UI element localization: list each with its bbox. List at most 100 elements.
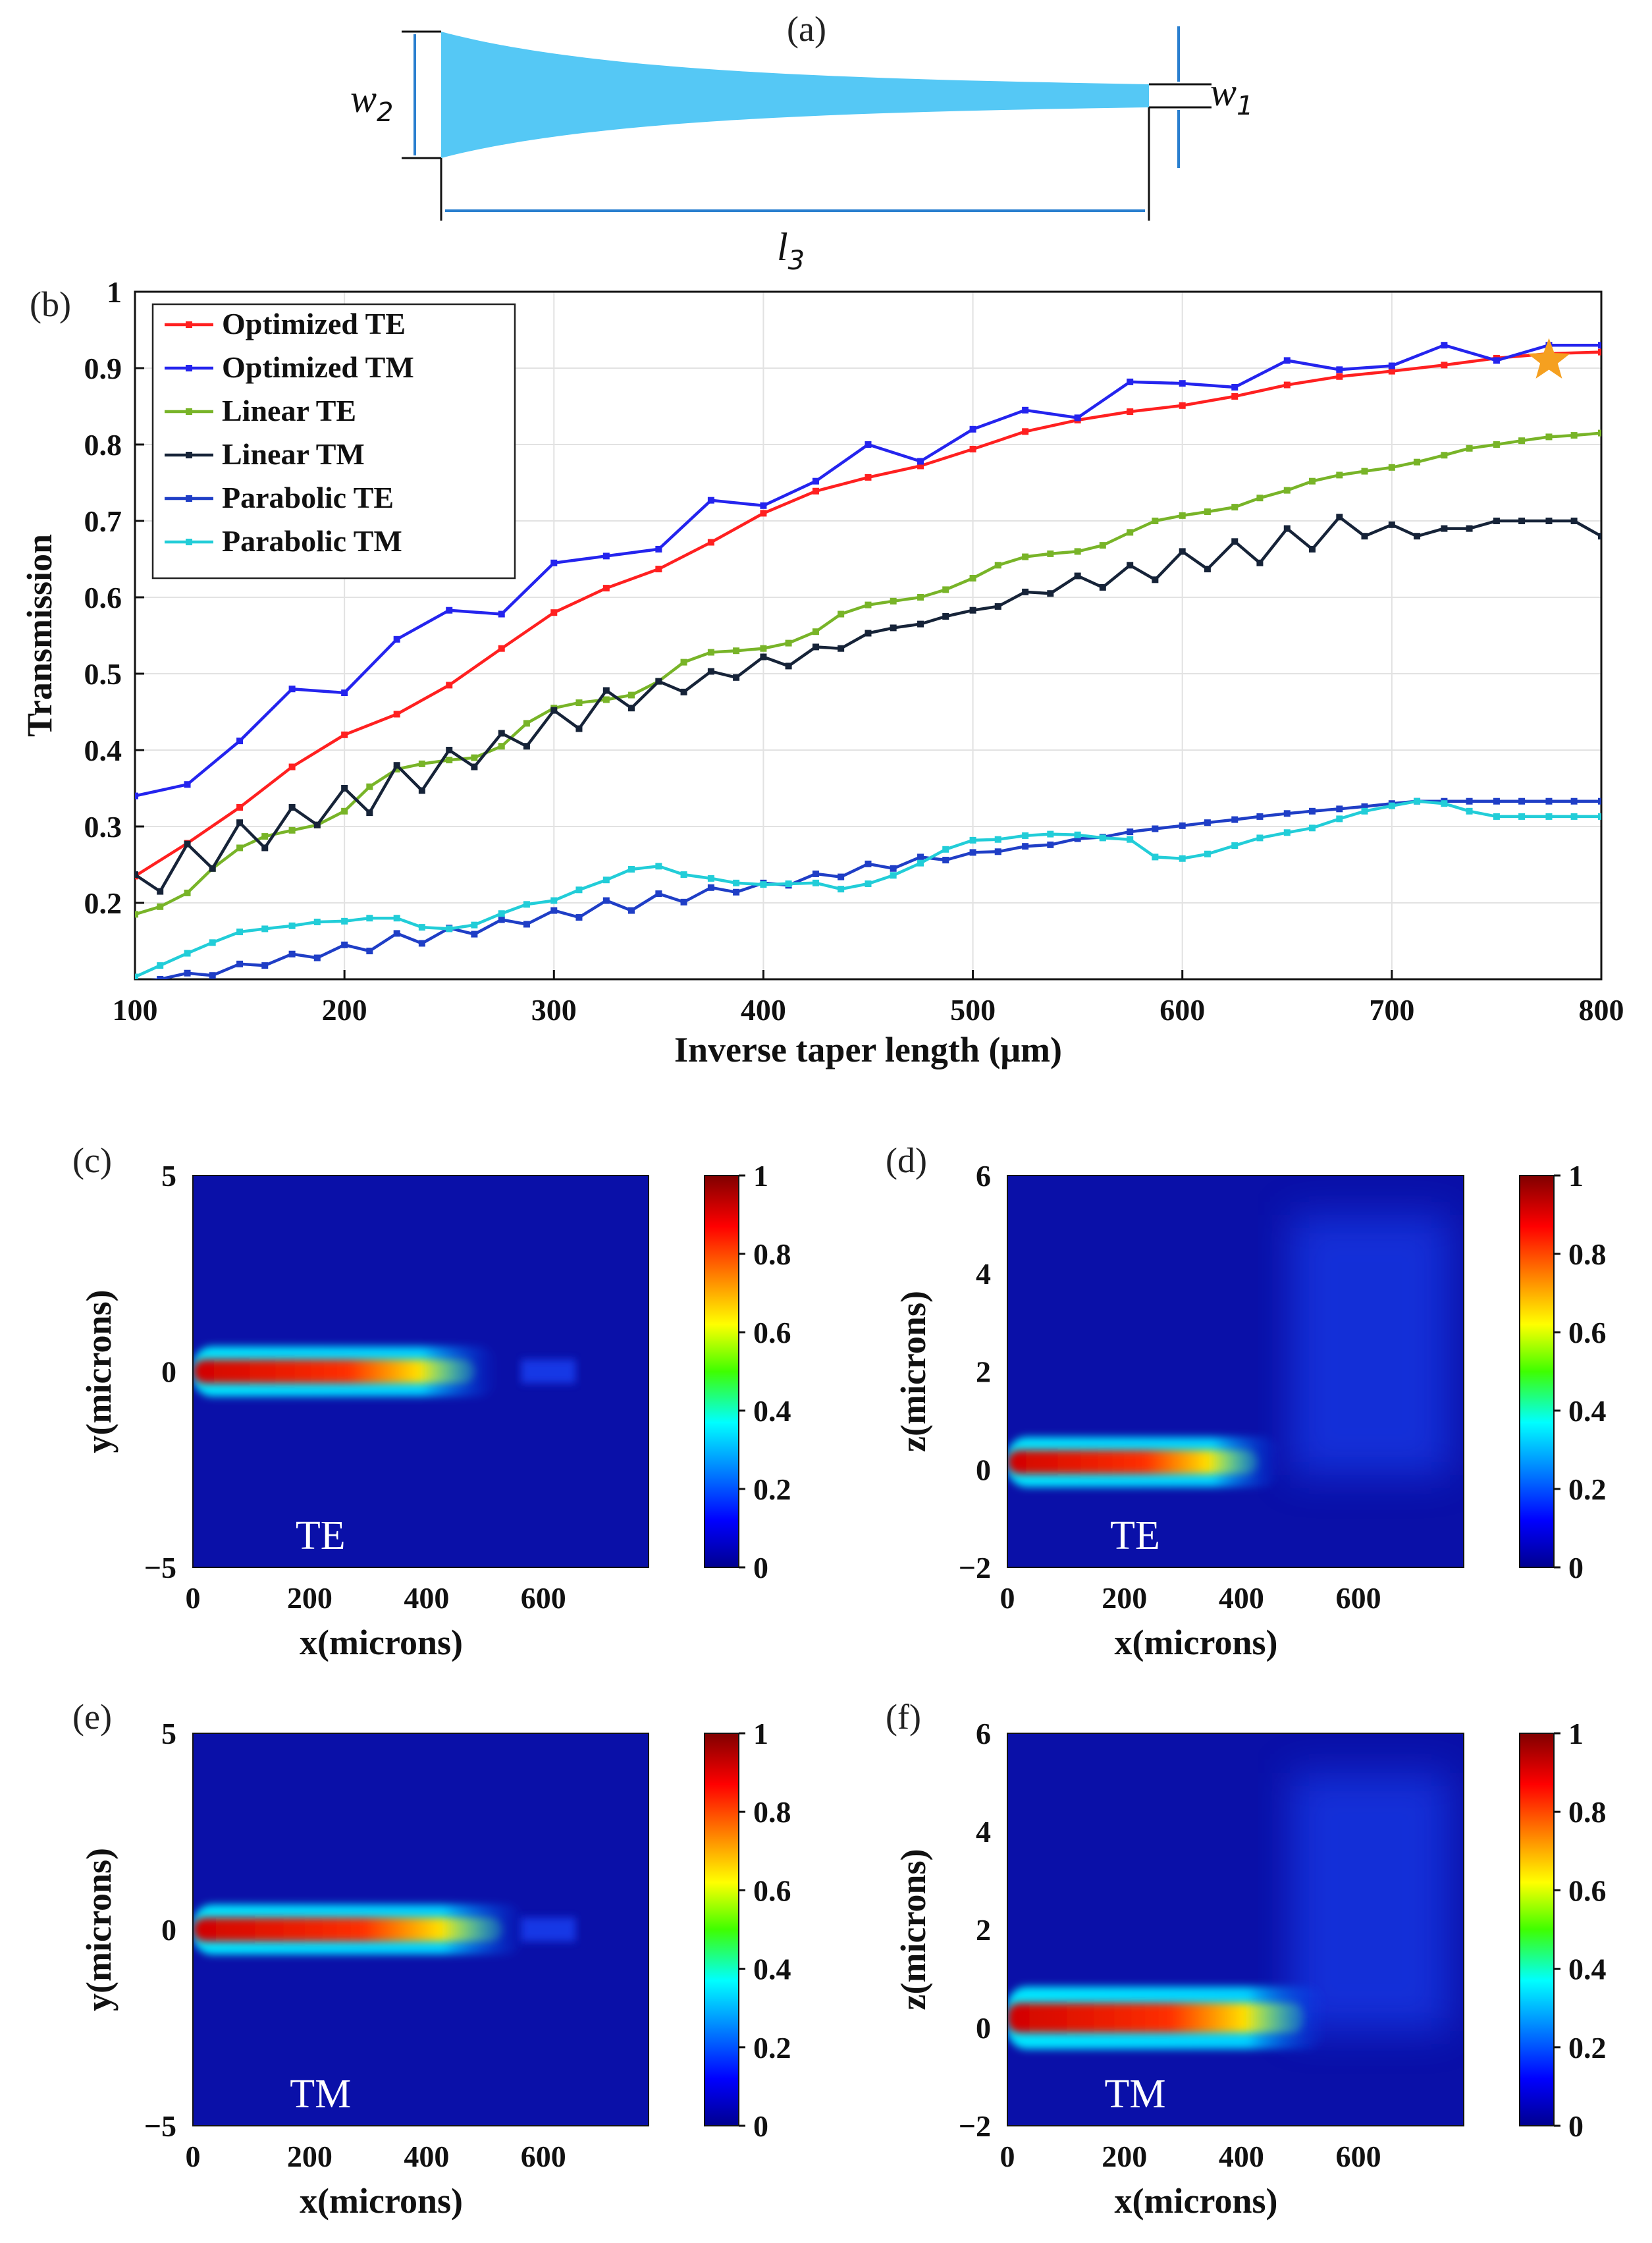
data-point xyxy=(135,792,138,799)
y-tick-label: 4 xyxy=(976,1257,991,1291)
heatmap-frame xyxy=(1007,1733,1464,2126)
data-point xyxy=(1414,458,1421,466)
data-point xyxy=(627,865,635,873)
field-map: TM xyxy=(193,1733,649,2126)
data-point xyxy=(393,762,400,769)
beam-core xyxy=(193,1359,476,1384)
data-point xyxy=(602,897,610,904)
data-point xyxy=(1047,590,1054,597)
data-point xyxy=(446,607,453,614)
data-point xyxy=(1179,380,1186,387)
data-point xyxy=(393,711,400,718)
legend-swatch-marker xyxy=(186,365,192,371)
data-point xyxy=(1545,797,1553,805)
data-point xyxy=(471,921,478,929)
data-point xyxy=(602,687,610,694)
colorbar-tick-label: 0.6 xyxy=(753,1874,791,1907)
data-point xyxy=(785,639,792,647)
data-point xyxy=(341,917,348,925)
data-point xyxy=(1361,533,1368,540)
data-point xyxy=(1441,800,1448,807)
data-point xyxy=(1179,512,1186,519)
data-point xyxy=(261,925,269,932)
data-point xyxy=(341,807,348,815)
data-point xyxy=(890,597,897,605)
data-point xyxy=(1388,521,1395,528)
data-point xyxy=(575,886,583,894)
x-tick-label: 800 xyxy=(1579,993,1624,1027)
colorbar-tick-label: 0.2 xyxy=(753,1473,791,1506)
w2-dimension: w2 xyxy=(350,30,441,159)
data-point xyxy=(942,846,949,853)
x-axis-title: Inverse taper length (μm) xyxy=(674,1030,1062,1069)
data-point xyxy=(575,699,583,707)
field-map: TE xyxy=(193,1176,649,1567)
legend-label: Optimized TE xyxy=(222,307,406,340)
data-point xyxy=(1047,841,1054,848)
data-point xyxy=(1074,572,1081,580)
legend-swatch-marker xyxy=(186,321,192,328)
data-point xyxy=(760,645,767,652)
data-point xyxy=(969,425,976,433)
legend-swatch-marker xyxy=(186,539,192,545)
data-point xyxy=(523,743,530,750)
data-point xyxy=(1022,406,1029,414)
data-point xyxy=(1493,518,1500,524)
data-point xyxy=(1361,468,1368,475)
legend-entry: Linear TM xyxy=(165,437,365,471)
colorbar-tick-label: 1 xyxy=(753,1159,768,1193)
y-tick-label: 0 xyxy=(976,1453,991,1486)
data-point xyxy=(1545,518,1553,524)
y-axis-title: Transmission xyxy=(20,534,59,737)
data-point xyxy=(446,757,453,764)
x-tick-label: 600 xyxy=(1336,2140,1381,2173)
data-point xyxy=(498,910,505,917)
legend-label: Optimized TM xyxy=(222,350,414,384)
data-point xyxy=(1570,797,1578,805)
data-point xyxy=(1441,342,1448,349)
data-point xyxy=(418,924,425,931)
beam-core xyxy=(193,1918,503,1941)
y-tick-label: 2 xyxy=(976,1913,991,1947)
data-point xyxy=(1256,834,1264,842)
data-point xyxy=(838,645,845,652)
data-point xyxy=(994,562,1001,569)
data-point xyxy=(135,871,138,878)
data-point xyxy=(1204,508,1211,516)
data-point xyxy=(1545,433,1553,441)
y-tick-label: −2 xyxy=(959,1551,991,1584)
data-point xyxy=(1283,829,1291,836)
data-point xyxy=(393,915,400,922)
y-tick-label: 0.5 xyxy=(84,657,122,691)
data-point xyxy=(1099,834,1106,842)
x-tick-label: 400 xyxy=(404,2140,449,2173)
x-tick-label: 200 xyxy=(1102,2140,1147,2173)
x-tick-label: 600 xyxy=(521,2140,566,2173)
mode-label: TM xyxy=(290,2072,351,2117)
data-point xyxy=(917,462,924,470)
colorbar-tick-label: 0.2 xyxy=(753,2031,791,2065)
data-point xyxy=(288,950,296,958)
field-heatmaps: (c)TE0 200 400 60050−5x(microns)y(microns)1… xyxy=(72,1141,1607,2221)
data-point xyxy=(865,473,872,481)
data-point xyxy=(236,960,244,967)
data-point xyxy=(1127,562,1134,569)
data-point xyxy=(1074,835,1081,842)
data-point xyxy=(523,720,530,727)
w1-dimension: w1 xyxy=(1149,26,1253,168)
data-point xyxy=(498,730,505,737)
data-point xyxy=(341,785,348,792)
colorbar xyxy=(704,1733,739,2126)
data-point xyxy=(1441,362,1448,369)
data-point xyxy=(418,787,425,794)
data-point xyxy=(838,610,845,618)
data-point xyxy=(1336,472,1343,479)
w1-label: w1 xyxy=(1210,70,1253,121)
data-point xyxy=(1308,545,1316,553)
data-point xyxy=(471,931,478,938)
heatmap-panel-d: (d) TE 0 200 400 600 6 4 2 0 −2 x(microns) z(microns… xyxy=(886,1141,1607,1662)
legend-label: Linear TE xyxy=(222,394,356,427)
data-point xyxy=(498,743,505,750)
data-point xyxy=(942,613,949,620)
data-point xyxy=(812,477,819,485)
